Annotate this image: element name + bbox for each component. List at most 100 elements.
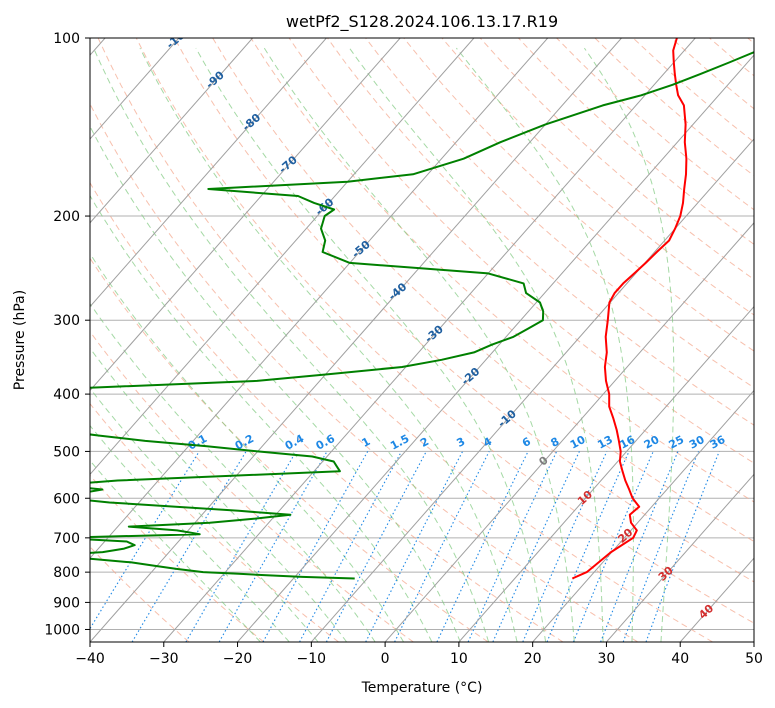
mixing-ratio-line xyxy=(299,451,402,642)
mixing-ratio-line xyxy=(600,451,679,642)
y-tick-label: 700 xyxy=(53,531,80,547)
y-tick-label: 900 xyxy=(53,595,80,611)
dry-adiabat-line xyxy=(90,402,339,642)
moist-adiabats xyxy=(90,47,675,642)
reference-line-labels: 0.1 0.2 0.4 0.6 1 1.5 2 3 4 6 8 10 13 16 20 25 30 36-100-… xyxy=(164,38,728,622)
mixing-ratio-label: 8 xyxy=(549,435,562,450)
moist-adiabat-line xyxy=(139,47,518,642)
y-tick-label: 1000 xyxy=(44,622,80,638)
mixing-ratio-label: 2 xyxy=(418,435,431,450)
dry-adiabat-line xyxy=(556,38,754,211)
moist-adiabat-line xyxy=(93,47,490,642)
isotherm-line xyxy=(384,222,754,642)
dry-adiabat-line xyxy=(326,38,754,426)
dry-adiabat-line xyxy=(90,330,414,642)
mixing-ratio-label: 1.5 xyxy=(388,432,411,453)
x-tick-label: −20 xyxy=(223,651,253,667)
y-tick-label: 600 xyxy=(53,491,80,507)
x-tick-label: 50 xyxy=(745,651,763,667)
temperature-profile xyxy=(571,38,688,580)
mixing-ratio-label: 20 xyxy=(642,433,662,452)
x-tick-label: −30 xyxy=(149,651,179,667)
chart-title: wetPf2_S128.2024.106.13.17.R19 xyxy=(286,12,558,32)
grid xyxy=(90,38,754,630)
mixing-ratio-line xyxy=(185,451,297,642)
moist-adiabat-line xyxy=(90,387,319,642)
moist-adiabat-line xyxy=(90,125,461,642)
dry-adiabat-line xyxy=(135,38,754,624)
dry-adiabat-line xyxy=(90,181,564,642)
dry-adiabat-line xyxy=(709,38,754,77)
dry-adiabat-line xyxy=(90,257,489,642)
isotherms xyxy=(90,38,754,642)
x-axis: −40 −30 −20 −10 0 10 20 30 40 50 xyxy=(75,642,763,667)
x-tick-label: 0 xyxy=(381,651,390,667)
isotherm-line xyxy=(606,473,754,642)
y-tick-label: 800 xyxy=(53,565,80,581)
moist-adiabat-line xyxy=(90,252,404,642)
y-tick-label: 300 xyxy=(53,313,80,329)
moist-adiabat-line xyxy=(90,459,261,642)
mixing-ratio-line xyxy=(394,451,490,642)
y-tick-label: 400 xyxy=(53,387,80,403)
x-tick-label: 30 xyxy=(598,651,616,667)
dry-adiabat-line xyxy=(212,38,754,543)
isotherm-line xyxy=(753,641,754,642)
mixing-ratio-label: 0.4 xyxy=(283,432,307,453)
y-axis: 100 200 300 400 500 600 700 800 900 1000 xyxy=(44,31,90,638)
isotherm-line xyxy=(90,38,475,476)
moist-adiabat-line xyxy=(90,194,433,642)
mixing-ratio-line xyxy=(90,451,200,630)
mixing-ratio-line xyxy=(622,451,700,642)
isotherm-line xyxy=(90,38,622,642)
mixing-ratio-label: 10 xyxy=(568,433,588,452)
dry-adiabat-line xyxy=(441,38,754,316)
dry-adiabat-line xyxy=(670,38,754,110)
mixing-ratio-line xyxy=(492,451,580,642)
isotherm-line xyxy=(90,38,254,224)
dewpoint-profile xyxy=(90,51,754,580)
y-tick-label: 200 xyxy=(53,209,80,225)
mixing-ratio-line xyxy=(262,451,369,642)
mixing-ratio-line xyxy=(522,451,608,642)
mixing-ratio-line xyxy=(572,451,654,642)
x-tick-label: −10 xyxy=(297,651,327,667)
dry-adiabat-line xyxy=(747,38,754,44)
mixing-ratio-line xyxy=(325,451,427,642)
x-tick-label: 20 xyxy=(524,651,542,667)
x-tick-label: −40 xyxy=(75,651,105,667)
dry-adiabat-line xyxy=(250,38,754,503)
x-tick-label: 40 xyxy=(671,651,689,667)
isotherm-line xyxy=(90,38,549,559)
dry-adiabat-line xyxy=(90,546,190,642)
mixing-ratio-label: 25 xyxy=(667,433,687,452)
mixing-ratio-line xyxy=(546,451,630,642)
moist-adiabat-line xyxy=(90,347,348,642)
dry-adiabat-line xyxy=(288,38,754,464)
x-axis-label: Temperature (°C) xyxy=(361,680,483,696)
isotherm-line xyxy=(90,38,327,308)
isotherm-line xyxy=(532,389,754,642)
moist-adiabat-line xyxy=(90,302,376,642)
mixing-ratio-label: 16 xyxy=(618,433,638,452)
y-tick-label: 500 xyxy=(53,444,80,460)
dry-adiabat-line xyxy=(90,102,639,642)
isotherm-line xyxy=(163,38,696,642)
mixing-ratio-label: 0.1 xyxy=(186,432,209,453)
mixing-ratio-line xyxy=(365,451,464,642)
moist-adiabat-line xyxy=(349,47,604,642)
moist-adiabat-line xyxy=(583,47,675,642)
isotherm-line xyxy=(310,138,754,642)
mixing-ratio-line xyxy=(218,451,328,642)
mixing-ratio-label: 6 xyxy=(520,435,533,450)
mixing-ratio-lines xyxy=(90,451,720,642)
moist-adiabat-line xyxy=(90,424,290,642)
moist-adiabat-line xyxy=(263,47,575,642)
isotherm-line xyxy=(458,305,754,642)
mixing-ratio-label: 1 xyxy=(360,435,373,450)
mixing-ratio-label: 13 xyxy=(595,433,615,452)
dry-adiabat-line xyxy=(97,38,713,642)
plot-frame xyxy=(89,37,755,643)
isotherm-line xyxy=(90,38,401,392)
x-tick-label: 10 xyxy=(450,651,468,667)
